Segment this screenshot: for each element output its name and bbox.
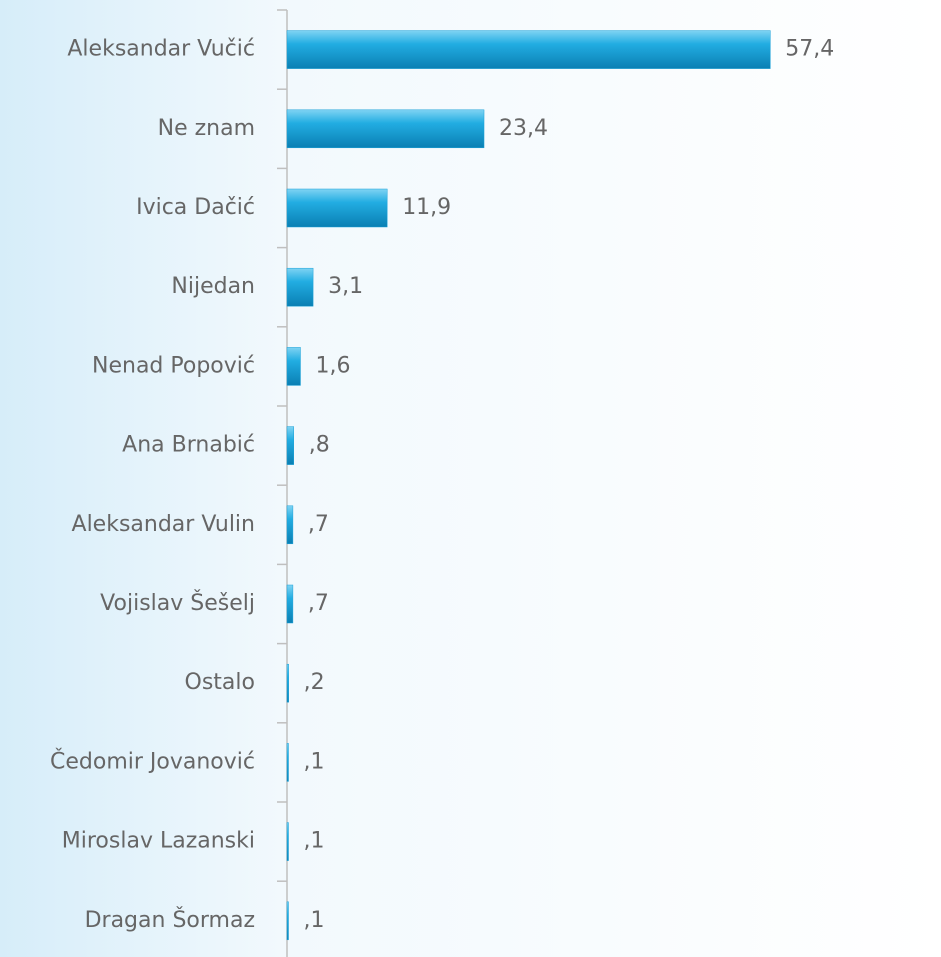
value-label: ,7 <box>308 591 329 616</box>
value-label: ,7 <box>308 512 329 537</box>
category-label: Nijedan <box>171 274 255 299</box>
category-label: Ostalo <box>185 670 255 695</box>
value-label: ,8 <box>309 433 330 458</box>
value-label: 3,1 <box>328 274 363 299</box>
value-label: 11,9 <box>402 195 451 220</box>
value-label: 23,4 <box>499 116 548 141</box>
bar <box>286 188 388 228</box>
value-label: ,2 <box>304 670 325 695</box>
category-label: Miroslav Lazanski <box>62 829 255 854</box>
value-label: ,1 <box>304 829 325 854</box>
category-label: Nenad Popović <box>92 353 255 378</box>
bar <box>286 505 294 545</box>
category-label: Ana Brnabić <box>122 433 255 458</box>
value-label: 57,4 <box>785 37 834 62</box>
bar <box>286 743 289 782</box>
value-label: 1,6 <box>315 353 350 378</box>
bar <box>286 347 301 386</box>
bar <box>286 109 485 149</box>
bar <box>286 584 294 624</box>
value-label: ,1 <box>304 749 325 774</box>
bar <box>286 30 771 69</box>
category-label: Aleksandar Vulin <box>72 512 255 537</box>
bar <box>286 822 289 861</box>
bar <box>286 426 294 465</box>
category-label: Ivica Dačić <box>136 195 255 220</box>
category-label: Aleksandar Vučić <box>67 37 255 62</box>
bar <box>286 663 289 703</box>
category-label: Vojislav Šešelj <box>100 590 255 616</box>
bar <box>286 267 314 307</box>
category-label: Čedomir Jovanović <box>50 748 255 774</box>
bar <box>286 901 289 941</box>
category-label: Dragan Šormaz <box>85 907 255 933</box>
value-label: ,1 <box>304 908 325 933</box>
category-label: Ne znam <box>158 116 255 141</box>
